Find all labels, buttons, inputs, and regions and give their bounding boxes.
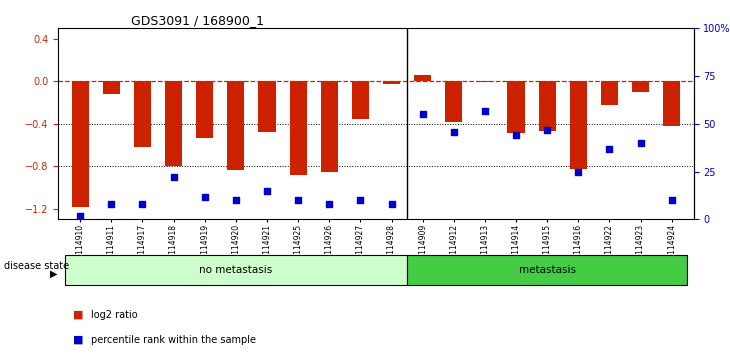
Point (417, 112, 429, 117)
Text: ▶: ▶ (50, 268, 57, 279)
Bar (507, 81, 525, 133)
Bar (539, 81, 556, 131)
Bar (165, 81, 182, 166)
Point (604, 146, 615, 152)
Bar (383, 81, 400, 84)
Text: disease state: disease state (4, 261, 69, 272)
Point (199, 194, 210, 199)
Bar (477, 81, 493, 82)
Bar (103, 81, 120, 94)
Text: ■: ■ (73, 335, 83, 345)
Point (74, 213, 86, 218)
Bar (290, 81, 307, 175)
Text: metastasis: metastasis (519, 265, 576, 275)
Bar (196, 81, 213, 138)
Bar (663, 81, 680, 126)
Bar (352, 81, 369, 119)
Bar (601, 81, 618, 105)
Bar (134, 81, 151, 147)
Point (666, 198, 677, 203)
Point (261, 188, 273, 194)
Point (385, 201, 397, 207)
Bar (72, 81, 89, 207)
Point (448, 129, 460, 135)
Text: no metastasis: no metastasis (199, 265, 272, 275)
Point (542, 127, 553, 132)
Bar (227, 81, 245, 170)
Point (510, 132, 522, 138)
Point (635, 140, 647, 146)
Point (572, 169, 584, 175)
Text: percentile rank within the sample: percentile rank within the sample (91, 335, 256, 345)
Point (230, 198, 242, 203)
Bar (320, 81, 338, 172)
Bar (632, 81, 649, 92)
Text: GDS3091 / 168900_1: GDS3091 / 168900_1 (131, 14, 264, 27)
Bar (414, 75, 431, 81)
Point (168, 175, 180, 180)
Point (323, 201, 335, 207)
Bar (258, 81, 275, 132)
Point (292, 198, 304, 203)
Text: log2 ratio: log2 ratio (91, 310, 138, 320)
Bar (569, 81, 587, 169)
Point (137, 201, 148, 207)
Text: ■: ■ (73, 310, 83, 320)
Bar (445, 81, 462, 122)
Point (355, 198, 366, 203)
Point (479, 108, 491, 113)
Point (105, 201, 117, 207)
